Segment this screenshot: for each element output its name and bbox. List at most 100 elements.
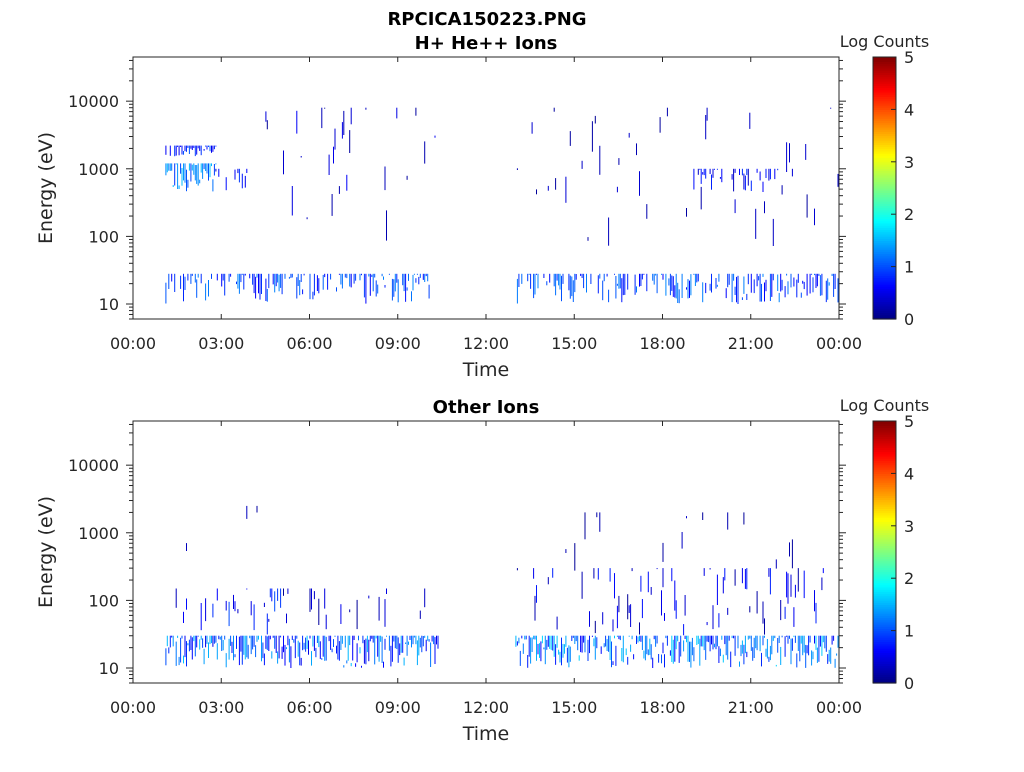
colorbar-segment [873, 61, 896, 65]
count-bar [678, 289, 680, 304]
colorbar-label: Log Counts [840, 32, 930, 51]
count-bar [815, 273, 817, 288]
colorbar-segment [873, 303, 896, 307]
count-bar [559, 651, 561, 663]
count-bar [219, 636, 221, 640]
count-bar [177, 163, 179, 189]
count-bar [677, 282, 679, 303]
count-bar [215, 145, 217, 147]
count-bar [521, 273, 523, 284]
count-bar [421, 635, 423, 653]
count-bar [543, 647, 545, 650]
colorbar-segment [873, 530, 896, 533]
count-bar [830, 107, 832, 109]
count-bar [693, 273, 695, 275]
count-bar [347, 635, 349, 661]
count-bar [709, 168, 711, 174]
count-bar [805, 644, 807, 668]
colorbar-segment [873, 534, 896, 538]
count-bar [734, 168, 736, 173]
count-bar [583, 273, 585, 289]
count-bar [800, 292, 802, 298]
count-bar [628, 635, 630, 637]
count-bar [412, 635, 414, 645]
count-bar [616, 635, 618, 637]
count-bar [764, 282, 765, 302]
colorbar-segment [873, 183, 896, 187]
colorbar-tick-label: 1 [904, 258, 914, 277]
count-bar [243, 273, 245, 290]
colorbar-segment [873, 120, 896, 124]
count-bar [305, 637, 307, 652]
count-bar [391, 635, 393, 662]
count-bar [558, 273, 560, 286]
count-bar [553, 273, 555, 287]
count-bar [668, 278, 670, 286]
count-bar [628, 605, 630, 613]
count-bar [215, 168, 217, 172]
count-bar [737, 635, 739, 649]
colorbar-segment [873, 427, 896, 431]
count-bar [709, 283, 711, 291]
colorbar-segment [873, 111, 896, 115]
count-bar [574, 273, 576, 293]
colorbar-segment [873, 517, 896, 520]
count-bar [837, 173, 839, 187]
count-bar [321, 658, 323, 660]
count-bar [568, 273, 570, 291]
count-bar [253, 604, 255, 631]
colorbar-segment [873, 532, 896, 536]
count-bar [321, 107, 323, 129]
count-bar [390, 645, 392, 667]
colorbar-segment [873, 216, 896, 220]
count-bar [384, 599, 386, 627]
count-bar [349, 635, 351, 646]
count-bar [243, 635, 245, 655]
count-bar [283, 588, 284, 596]
count-bar [796, 279, 798, 298]
count-bar [234, 601, 236, 612]
count-bar [687, 279, 689, 299]
count-bar [174, 273, 176, 292]
colorbar-segment [873, 94, 896, 97]
count-bar [311, 651, 312, 666]
count-bar [802, 635, 804, 656]
count-bar [250, 635, 252, 655]
count-bar [386, 588, 387, 594]
count-bar [828, 282, 830, 286]
count-bar [338, 641, 340, 661]
colorbar-segment [873, 466, 896, 470]
count-bar [181, 145, 183, 155]
colorbar-segment [873, 212, 896, 215]
count-bar [413, 635, 415, 638]
count-bar [764, 618, 765, 635]
colorbar-segment [873, 72, 896, 76]
count-bar [536, 189, 537, 195]
count-bar [643, 650, 645, 659]
x-tick-label: 00:00 [110, 334, 156, 353]
count-bar [363, 273, 365, 298]
count-bar [186, 598, 187, 610]
colorbar-segment [873, 172, 896, 176]
colorbar-segment [873, 209, 896, 213]
count-bar [424, 141, 426, 164]
count-bar [762, 635, 764, 646]
x-tick-label: 21:00 [728, 334, 774, 353]
count-bar [336, 645, 337, 654]
colorbar-segment [873, 168, 896, 172]
count-bar [772, 273, 774, 281]
count-bar [686, 287, 687, 290]
count-bar [205, 283, 207, 301]
count-bar [184, 635, 186, 658]
count-bar [312, 291, 314, 300]
colorbar-segment [873, 628, 896, 632]
count-bar [627, 594, 629, 620]
count-bar [837, 635, 839, 648]
count-bar [636, 635, 637, 644]
colorbar-segment [873, 479, 896, 483]
count-bar [402, 635, 404, 653]
count-bar [634, 274, 636, 295]
colorbar-segment [873, 281, 896, 285]
count-bar [652, 273, 654, 281]
